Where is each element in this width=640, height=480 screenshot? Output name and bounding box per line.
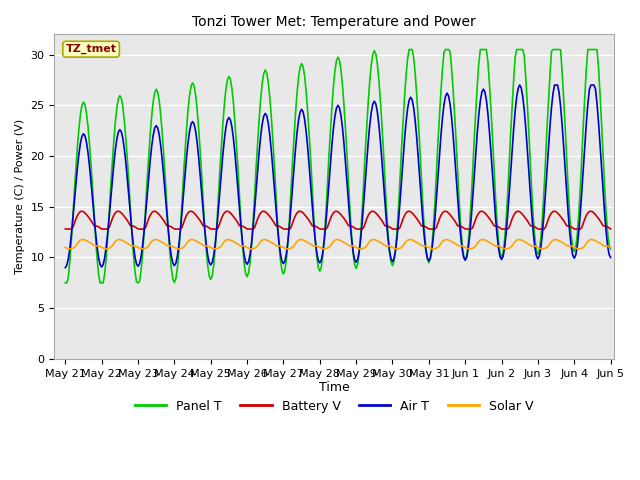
Solar V	[543, 244, 551, 250]
Panel T	[77, 111, 84, 117]
Battery V	[260, 208, 268, 214]
Line: Air T: Air T	[65, 85, 611, 268]
Battery V	[405, 208, 413, 214]
Air T	[372, 101, 380, 107]
Solar V	[61, 244, 69, 250]
Air T	[403, 119, 410, 125]
Battery V	[164, 223, 172, 229]
Panel T	[61, 280, 69, 286]
Panel T	[541, 158, 549, 164]
Panel T	[372, 51, 380, 57]
Panel T	[607, 246, 614, 252]
Title: Tonzi Tower Met: Temperature and Power: Tonzi Tower Met: Temperature and Power	[193, 15, 476, 29]
Solar V	[78, 237, 86, 242]
Panel T	[403, 72, 410, 78]
Panel T	[163, 203, 171, 208]
Y-axis label: Temperature (C) / Power (V): Temperature (C) / Power (V)	[15, 119, 25, 274]
Legend: Panel T, Battery V, Air T, Solar V: Panel T, Battery V, Air T, Solar V	[130, 395, 539, 418]
Solar V	[607, 244, 614, 250]
Battery V	[61, 226, 69, 232]
Air T	[516, 82, 524, 88]
Solar V	[166, 243, 173, 249]
Air T	[607, 254, 614, 260]
Air T	[163, 211, 171, 216]
Battery V	[63, 226, 70, 232]
Battery V	[607, 226, 614, 232]
Panel T	[405, 47, 413, 52]
Line: Solar V: Solar V	[65, 240, 611, 249]
Battery V	[78, 208, 86, 214]
Solar V	[79, 237, 87, 242]
Solar V	[393, 246, 401, 252]
Air T	[390, 256, 398, 262]
Text: TZ_tmet: TZ_tmet	[65, 44, 116, 54]
Air T	[541, 191, 549, 196]
Solar V	[375, 239, 383, 244]
Battery V	[393, 226, 401, 232]
Panel T	[390, 259, 398, 264]
Solar V	[405, 237, 413, 242]
Air T	[61, 265, 69, 271]
Line: Panel T: Panel T	[65, 49, 611, 283]
X-axis label: Time: Time	[319, 382, 349, 395]
Solar V	[66, 246, 74, 252]
Battery V	[543, 220, 551, 226]
Battery V	[375, 214, 383, 219]
Air T	[77, 140, 84, 146]
Line: Battery V: Battery V	[65, 211, 611, 229]
